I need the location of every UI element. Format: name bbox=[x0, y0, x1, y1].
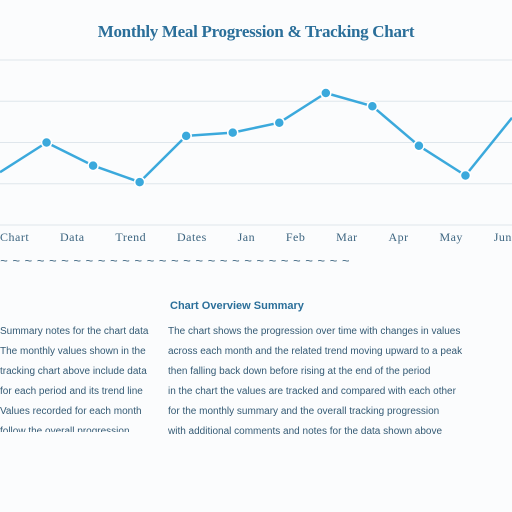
grid-lines bbox=[0, 59, 512, 226]
left-column-line: follow the overall progression bbox=[0, 426, 130, 432]
x-axis-label: Mar bbox=[336, 230, 358, 244]
x-axis-label: Feb bbox=[285, 230, 306, 244]
right-column-line: in the chart the values are tracked and … bbox=[168, 386, 456, 397]
left-column-line: Summary notes for the chart data bbox=[0, 326, 149, 337]
series-line bbox=[0, 91, 512, 184]
data-point bbox=[320, 87, 332, 99]
data-point bbox=[40, 136, 53, 149]
x-axis-label: May bbox=[439, 230, 463, 244]
data-point bbox=[180, 130, 192, 142]
x-axis-tick-glyphs: ~ ~ ~ ~ ~ ~ ~ ~ ~ ~ ~ ~ ~ ~ ~ ~ ~ ~ ~ ~ … bbox=[0, 253, 350, 268]
data-point bbox=[133, 176, 146, 188]
data-point bbox=[87, 159, 99, 172]
chart-title: Monthly Meal Progression & Tracking Char… bbox=[97, 22, 415, 41]
data-point bbox=[226, 126, 239, 139]
x-axis-label: Chart bbox=[0, 230, 30, 244]
x-axis-labels: Chart Data Trend Dates Jan Feb Mar Apr May Jun bbox=[0, 230, 512, 245]
data-point bbox=[459, 169, 472, 182]
left-column-line: The monthly values shown in the bbox=[0, 346, 146, 357]
left-column-line: tracking chart above include data bbox=[0, 366, 147, 377]
x-axis-label: Dates bbox=[176, 230, 207, 244]
data-point bbox=[413, 140, 425, 152]
line-chart bbox=[0, 59, 512, 226]
x-axis-label: Apr bbox=[388, 230, 409, 244]
x-axis-label: Jun bbox=[493, 230, 512, 244]
x-axis-label: Trend bbox=[115, 230, 147, 244]
section-heading: Chart Overview Summary bbox=[170, 300, 304, 312]
data-point bbox=[273, 116, 286, 129]
series-layer bbox=[0, 87, 512, 188]
right-text-column: The chart shows the progression over tim… bbox=[168, 322, 512, 442]
left-column-line: Values recorded for each month bbox=[0, 406, 142, 417]
x-axis-label: Data bbox=[59, 230, 85, 244]
right-column-line: for the monthly summary and the overall … bbox=[168, 406, 440, 417]
right-column-line: across each month and the related trend … bbox=[168, 346, 463, 357]
left-text-column: Summary notes for the chart data The mont… bbox=[0, 322, 160, 432]
right-column-line: with additional comments and notes for t… bbox=[168, 426, 443, 437]
data-point bbox=[366, 100, 379, 112]
right-column-line: The chart shows the progression over tim… bbox=[168, 326, 461, 337]
x-axis-label: Jan bbox=[237, 230, 256, 244]
left-column-line: for each period and its trend line bbox=[0, 386, 143, 397]
right-column-line: then falling back down before rising at … bbox=[168, 366, 431, 377]
